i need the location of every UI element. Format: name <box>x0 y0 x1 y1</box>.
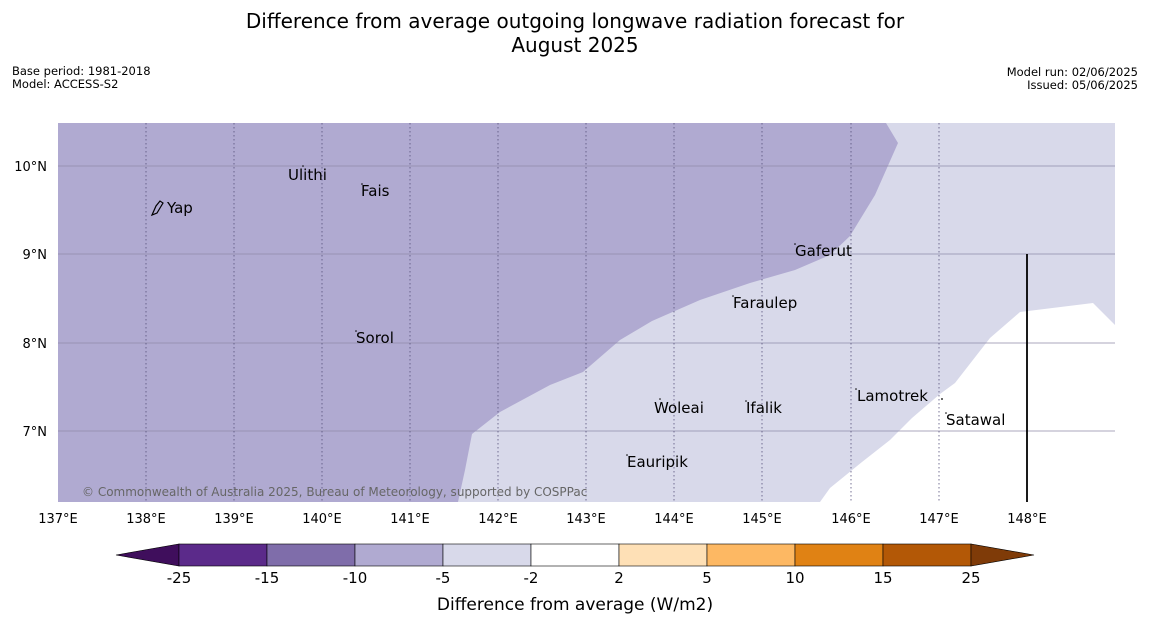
copyright-notice: © Commonwealth of Australia 2025, Bureau… <box>82 485 587 499</box>
cb-tick-6: 5 <box>702 569 712 587</box>
cb-tick-1: -15 <box>255 569 280 587</box>
chart-title-line2: August 2025 <box>511 33 639 57</box>
place-eauripik: Eauripik <box>627 453 688 471</box>
colorbar <box>115 543 1035 567</box>
x-tick-143e: 143°E <box>566 512 606 527</box>
place-labels: Yap Ulithi Fais Gaferut Faraulep Sorol W… <box>166 166 1005 471</box>
place-ifalik: Ifalik <box>746 399 782 417</box>
colorbar-bin-7 <box>706 543 796 567</box>
cb-tick-3: -5 <box>436 569 451 587</box>
yap-island-shape <box>150 200 164 217</box>
x-tick-142e: 142°E <box>478 512 518 527</box>
colorbar-bin-9 <box>882 543 972 567</box>
longitude-grid <box>145 123 940 502</box>
place-ulithi: Ulithi <box>288 166 327 184</box>
colorbar-tick-labels: -25 -15 -10 -5 -2 2 5 10 15 25 <box>167 569 981 587</box>
colorbar-bin-5 <box>530 543 620 567</box>
cb-tick-2: -10 <box>343 569 368 587</box>
x-tick-138e: 138°E <box>126 512 166 527</box>
y-axis-labels: 10°N 9°N 8°N 7°N <box>14 160 47 440</box>
base-period: Base period: 1981-2018 <box>12 64 151 78</box>
y-tick-10n: 10°N <box>14 160 47 175</box>
cb-tick-4: -2 <box>524 569 539 587</box>
x-tick-139e: 139°E <box>214 512 254 527</box>
place-gaferut: Gaferut <box>795 242 852 260</box>
colorbar-bin-2 <box>266 543 356 567</box>
place-satawal: Satawal <box>946 411 1005 429</box>
place-fais: Fais <box>361 182 390 200</box>
place-lamotrek: Lamotrek <box>857 387 928 405</box>
colorbar-bin-4 <box>442 543 532 567</box>
cb-tick-5: 2 <box>614 569 624 587</box>
y-tick-7n: 7°N <box>23 425 48 440</box>
chart-title-line1: Difference from average outgoing longwav… <box>245 9 905 33</box>
colorbar-bin-8 <box>794 543 884 567</box>
y-tick-9n: 9°N <box>23 248 48 263</box>
x-tick-140e: 140°E <box>302 512 342 527</box>
colorbar-bin-3 <box>354 543 444 567</box>
island-markers <box>302 165 947 456</box>
meta-left: Base period: 1981-2018 Model: ACCESS-S2 <box>12 65 151 91</box>
colorbar-bin-6 <box>618 543 708 567</box>
colorbar-bin-1 <box>178 543 268 567</box>
x-tick-146e: 146°E <box>831 512 871 527</box>
x-tick-148e: 148°E <box>1007 512 1047 527</box>
cb-tick-9: 25 <box>961 569 980 587</box>
anomaly-region-white <box>820 303 1115 502</box>
cb-tick-8: 15 <box>873 569 892 587</box>
x-tick-137e: 137°E <box>38 512 78 527</box>
map-panel: Yap Ulithi Fais Gaferut Faraulep Sorol W… <box>58 123 1115 502</box>
place-yap: Yap <box>166 199 193 217</box>
meta-right: Model run: 02/06/2025 Issued: 05/06/2025 <box>1007 66 1138 92</box>
place-faraulep: Faraulep <box>733 294 797 312</box>
model-run: Model run: 02/06/2025 <box>1006 65 1138 79</box>
x-axis-labels: 137°E 138°E 139°E 140°E 141°E 142°E 143°… <box>38 512 1047 527</box>
colorbar-extend-high <box>970 543 1035 567</box>
x-tick-145e: 145°E <box>742 512 782 527</box>
colorbar-title: Difference from average (W/m2) <box>437 595 713 615</box>
cb-tick-0: -25 <box>167 569 192 587</box>
place-woleai: Woleai <box>654 399 704 417</box>
x-tick-147e: 147°E <box>919 512 959 527</box>
y-tick-8n: 8°N <box>23 337 48 352</box>
model-name: Model: ACCESS-S2 <box>12 77 119 91</box>
colorbar-extend-low <box>115 543 180 567</box>
place-sorol: Sorol <box>356 329 394 347</box>
x-tick-144e: 144°E <box>654 512 694 527</box>
cb-tick-7: 10 <box>785 569 804 587</box>
x-tick-141e: 141°E <box>390 512 430 527</box>
issued-date: Issued: 05/06/2025 <box>1027 78 1138 92</box>
